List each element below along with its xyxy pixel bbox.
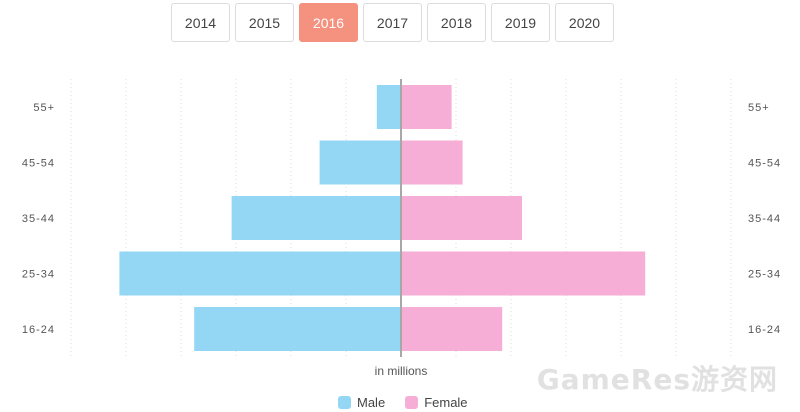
bar-male-25-34[interactable]	[119, 251, 402, 296]
legend-label-male: Male	[357, 395, 386, 410]
category-label-right: 55+	[748, 102, 770, 114]
year-tab-2014[interactable]: 2014	[171, 3, 230, 42]
legend-swatch-female	[405, 396, 419, 409]
year-tab-2019[interactable]: 2019	[491, 3, 550, 42]
bar-male-55plus[interactable]	[376, 85, 401, 129]
legend-swatch-male	[338, 396, 351, 409]
category-label-right: 35-44	[748, 213, 781, 225]
bar-female-35-44[interactable]	[401, 196, 522, 240]
year-tab-2020[interactable]: 2020	[555, 3, 614, 42]
year-selector: 2014 2015 2016 2017 2018 2019 2020	[171, 3, 614, 42]
bar-female-55plus[interactable]	[401, 85, 452, 129]
bars	[119, 85, 646, 351]
year-tab-2015[interactable]: 2015	[235, 3, 294, 42]
category-label-left: 25-34	[22, 269, 55, 281]
chart-legend: Male Female	[338, 395, 468, 410]
bar-male-45-54[interactable]	[319, 140, 401, 185]
category-label-left: 35-44	[22, 213, 55, 225]
legend-label-female: Female	[424, 395, 468, 410]
legend-item-male[interactable]: Male	[338, 395, 385, 410]
year-tab-2017[interactable]: 2017	[363, 3, 422, 42]
category-label-left: 45-54	[22, 158, 55, 170]
bar-male-16-24[interactable]	[194, 307, 401, 351]
category-label-left: 55+	[33, 102, 55, 114]
bar-female-25-34[interactable]	[401, 251, 646, 296]
bar-female-45-54[interactable]	[401, 140, 463, 185]
category-label-right: 16-24	[748, 324, 781, 336]
bar-female-16-24[interactable]	[401, 307, 503, 351]
category-labels: 55+ 55+ 45-54 45-54 35-44 35-44 25-34 25-34 16-2…	[22, 102, 781, 336]
watermark-logo: GameRes游资网	[536, 363, 778, 396]
x-axis-label: in millions	[375, 364, 428, 378]
bar-male-35-44[interactable]	[231, 196, 401, 240]
year-tab-2018[interactable]: 2018	[427, 3, 486, 42]
legend-item-female[interactable]: Female	[405, 395, 468, 410]
category-label-right: 45-54	[748, 158, 781, 170]
category-label-right: 25-34	[748, 269, 781, 281]
year-tab-2016[interactable]: 2016	[299, 3, 358, 42]
category-label-left: 16-24	[22, 324, 55, 336]
